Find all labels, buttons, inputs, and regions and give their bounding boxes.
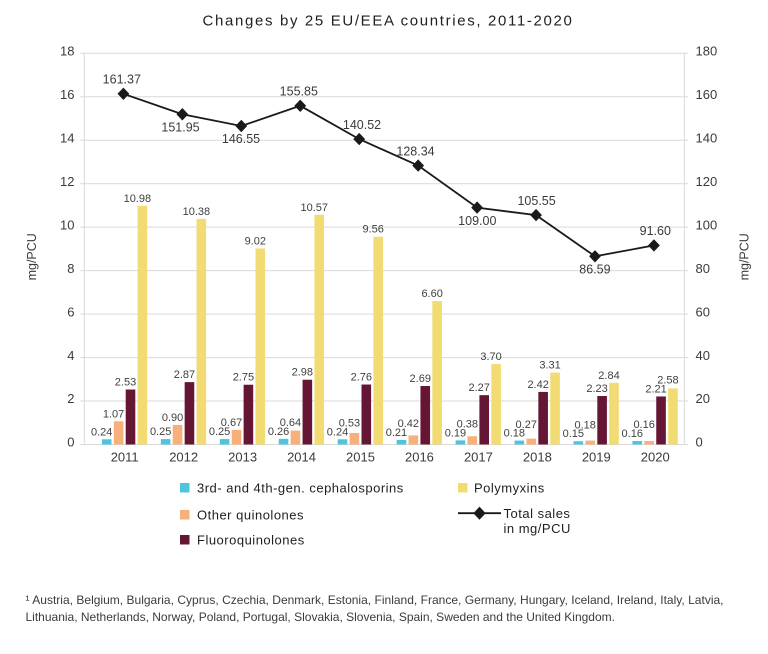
svg-text:0: 0 — [67, 435, 74, 450]
svg-text:2.53: 2.53 — [115, 377, 136, 389]
svg-text:2.27: 2.27 — [468, 382, 489, 394]
svg-text:0.19: 0.19 — [445, 427, 466, 439]
svg-text:155.85: 155.85 — [280, 85, 318, 99]
svg-text:0.38: 0.38 — [457, 419, 478, 431]
svg-text:0.18: 0.18 — [504, 428, 525, 440]
svg-text:0.53: 0.53 — [339, 417, 360, 429]
svg-text:4: 4 — [67, 348, 74, 363]
svg-text:2017: 2017 — [464, 450, 493, 465]
svg-text:Polymyxins: Polymyxins — [474, 481, 545, 496]
svg-text:0.24: 0.24 — [327, 426, 348, 438]
svg-text:161.37: 161.37 — [103, 73, 141, 87]
svg-text:12: 12 — [60, 174, 74, 189]
svg-text:3.31: 3.31 — [539, 360, 560, 372]
svg-text:14: 14 — [60, 130, 74, 145]
svg-text:2015: 2015 — [346, 450, 375, 465]
svg-text:2014: 2014 — [287, 450, 316, 465]
svg-text:2012: 2012 — [169, 450, 198, 465]
svg-text:0.26: 0.26 — [268, 426, 289, 438]
svg-text:140: 140 — [696, 130, 718, 145]
svg-text:2019: 2019 — [582, 450, 611, 465]
svg-text:86.59: 86.59 — [579, 263, 610, 277]
svg-text:Total sales: Total sales — [504, 506, 571, 521]
svg-text:146.55: 146.55 — [222, 132, 260, 146]
svg-text:2: 2 — [67, 391, 74, 406]
svg-text:140.52: 140.52 — [343, 118, 381, 132]
svg-text:120: 120 — [696, 174, 718, 189]
svg-text:0.24: 0.24 — [91, 426, 112, 438]
svg-text:0.25: 0.25 — [150, 426, 171, 438]
svg-text:1.07: 1.07 — [103, 408, 124, 420]
svg-text:mg/PCU: mg/PCU — [25, 233, 39, 280]
svg-text:2.69: 2.69 — [410, 373, 431, 385]
svg-text:0.64: 0.64 — [280, 417, 301, 429]
svg-text:6.60: 6.60 — [421, 288, 442, 300]
svg-text:2020: 2020 — [641, 450, 670, 465]
svg-text:0.90: 0.90 — [162, 412, 183, 424]
svg-text:2.21: 2.21 — [645, 383, 666, 395]
svg-text:2.42: 2.42 — [527, 379, 548, 391]
svg-text:80: 80 — [696, 261, 710, 276]
svg-text:Other quinolones: Other quinolones — [197, 508, 304, 523]
svg-text:10.57: 10.57 — [300, 202, 328, 214]
svg-text:3.70: 3.70 — [480, 351, 501, 363]
svg-text:0.25: 0.25 — [209, 426, 230, 438]
svg-text:40: 40 — [696, 348, 710, 363]
svg-text:0.42: 0.42 — [398, 418, 419, 430]
svg-text:10.38: 10.38 — [183, 206, 211, 218]
svg-text:180: 180 — [696, 44, 718, 59]
svg-text:0.21: 0.21 — [386, 427, 407, 439]
svg-text:3rd- and 4th-gen. cephalospori: 3rd- and 4th-gen. cephalosporins — [197, 481, 404, 496]
svg-text:0.16: 0.16 — [633, 419, 654, 431]
svg-text:2018: 2018 — [523, 450, 552, 465]
svg-text:2.75: 2.75 — [233, 372, 254, 384]
svg-text:Fluoroquinolones: Fluoroquinolones — [197, 533, 305, 548]
svg-text:60: 60 — [696, 304, 710, 319]
svg-text:91.60: 91.60 — [640, 224, 671, 238]
svg-text:10: 10 — [60, 217, 74, 232]
svg-text:0.16: 0.16 — [622, 428, 643, 440]
svg-text:20: 20 — [696, 391, 710, 406]
svg-text:100: 100 — [696, 217, 718, 232]
svg-text:2.76: 2.76 — [351, 372, 372, 384]
svg-text:2.87: 2.87 — [174, 369, 195, 381]
svg-text:mg/PCU: mg/PCU — [738, 233, 752, 280]
svg-text:0.67: 0.67 — [221, 417, 242, 429]
svg-text:in mg/PCU: in mg/PCU — [504, 521, 571, 536]
svg-text:18: 18 — [60, 44, 74, 59]
svg-text:151.95: 151.95 — [161, 120, 199, 134]
svg-text:16: 16 — [60, 87, 74, 102]
svg-text:2.98: 2.98 — [292, 367, 313, 379]
svg-text:105.55: 105.55 — [517, 194, 555, 208]
svg-text:0.15: 0.15 — [563, 428, 584, 440]
svg-text:2.84: 2.84 — [598, 370, 619, 382]
svg-text:2013: 2013 — [228, 450, 257, 465]
svg-text:10.98: 10.98 — [124, 193, 152, 205]
svg-text:2011: 2011 — [111, 450, 139, 465]
svg-text:0.18: 0.18 — [574, 419, 595, 431]
svg-text:160: 160 — [696, 87, 718, 102]
svg-text:0.27: 0.27 — [516, 419, 537, 431]
svg-text:8: 8 — [67, 261, 74, 276]
svg-text:2.23: 2.23 — [586, 383, 607, 395]
svg-text:128.34: 128.34 — [396, 144, 434, 158]
svg-text:6: 6 — [67, 304, 74, 319]
svg-text:9.56: 9.56 — [362, 224, 383, 236]
svg-text:2.58: 2.58 — [657, 375, 678, 387]
svg-text:2016: 2016 — [405, 450, 434, 465]
svg-text:109.00: 109.00 — [458, 214, 496, 228]
svg-text:9.02: 9.02 — [245, 235, 266, 247]
svg-text:0: 0 — [696, 435, 703, 450]
svg-text:Changes by 25 EU/EEA countries: Changes by 25 EU/EEA countries, 2011-202… — [203, 13, 574, 30]
